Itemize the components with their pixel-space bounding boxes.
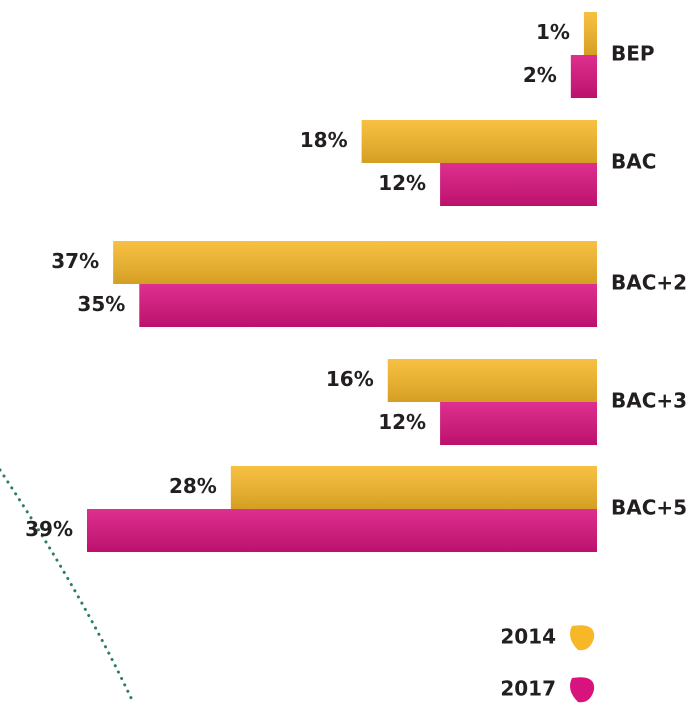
value-label: 28% <box>169 474 217 498</box>
value-label: 12% <box>378 410 426 434</box>
bar-shade <box>361 120 597 163</box>
bar-shade <box>440 402 597 445</box>
bar-shade <box>440 163 597 206</box>
bar-shade <box>139 284 598 327</box>
bar-shade <box>113 241 598 284</box>
category-label: BAC+5 <box>611 496 687 520</box>
legend-swatch <box>570 625 595 651</box>
legend-label: 2017 <box>500 677 556 701</box>
bar-shade <box>570 55 597 98</box>
bar-shade <box>230 466 597 509</box>
decorative-arc <box>0 468 134 702</box>
legend-swatch <box>570 677 595 703</box>
value-label: 16% <box>326 367 374 391</box>
value-label: 2% <box>523 63 557 87</box>
value-label: 39% <box>25 517 73 541</box>
bar-shade <box>387 359 597 402</box>
category-label: BAC+3 <box>611 389 687 413</box>
value-label: 37% <box>51 249 99 273</box>
value-label: 18% <box>300 128 348 152</box>
legend-label: 2014 <box>500 625 556 649</box>
bar-shade <box>583 12 597 55</box>
category-label: BAC <box>611 150 656 174</box>
value-label: 1% <box>536 20 570 44</box>
bar-shade <box>87 509 597 552</box>
value-label: 12% <box>378 171 426 195</box>
category-label: BAC+2 <box>611 271 687 295</box>
value-label: 35% <box>77 292 125 316</box>
category-label: BEP <box>611 42 655 66</box>
